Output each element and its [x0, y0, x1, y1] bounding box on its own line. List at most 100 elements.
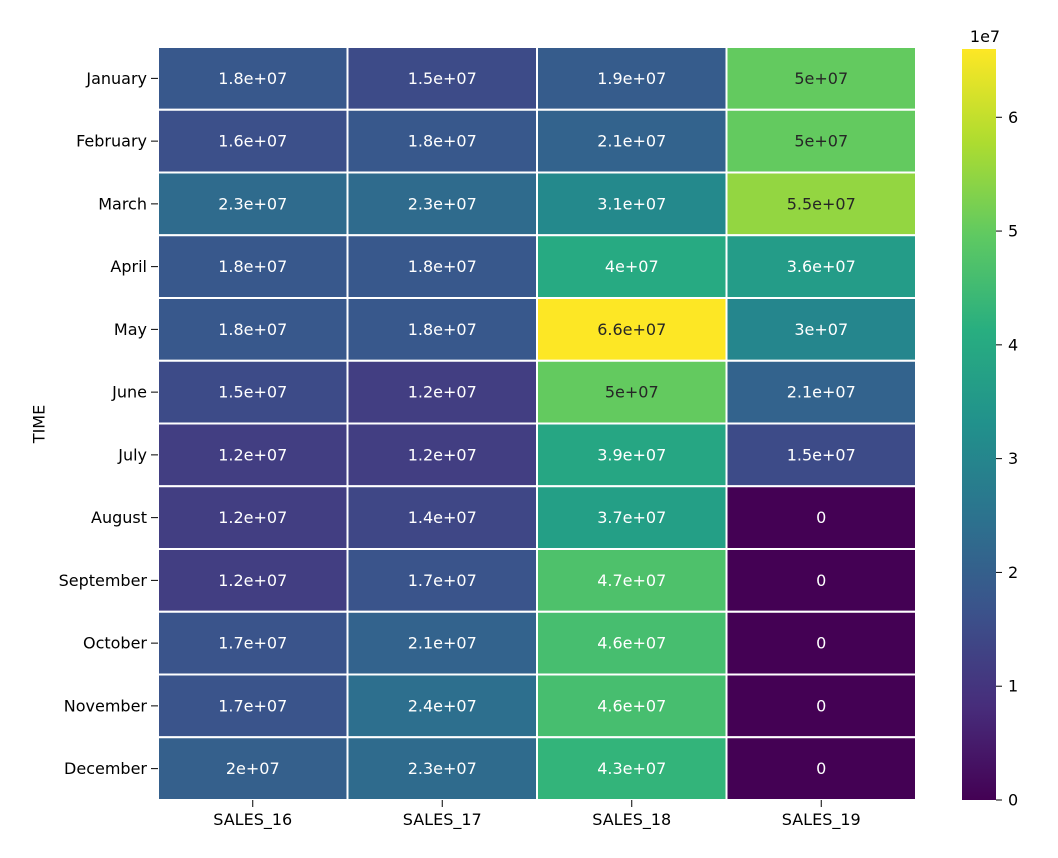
cell-annotations: 1.8e+07 1.5e+07 1.9e+07 5e+07 1.6e+07 1.8e+07… — [218, 69, 856, 778]
cell-annotation: 1.2e+07 — [218, 571, 287, 590]
colorbar-tick-label: 5 — [1008, 222, 1018, 241]
cell-annotation: 2.1e+07 — [597, 132, 666, 151]
x-tick-label: SALES_16 — [213, 810, 292, 830]
cell-annotation: 1.8e+07 — [218, 257, 287, 276]
heatmap-cell — [346, 234, 538, 299]
cell-annotation: 4.7e+07 — [597, 571, 666, 590]
heatmap-cell — [346, 673, 538, 739]
x-tick-label: SALES_18 — [592, 810, 671, 830]
x-tick-label: SALES_19 — [782, 810, 861, 830]
colorbar-gradient — [962, 49, 996, 800]
cell-annotation: 2e+07 — [226, 759, 280, 778]
cell-annotation: 1.7e+07 — [218, 696, 287, 715]
y-tick-label: December — [64, 759, 147, 778]
cell-annotation: 5e+07 — [794, 69, 848, 88]
heatmap-cell — [536, 610, 728, 676]
colorbar-ticks: 0 1 2 3 4 5 6 — [996, 108, 1018, 810]
y-tick-label: April — [110, 257, 147, 276]
heatmap-cell — [346, 108, 538, 174]
x-axis-ticks: SALES_16 SALES_17 SALES_18 SALES_19 — [213, 800, 861, 830]
cell-annotation: 1.4e+07 — [408, 508, 477, 527]
cell-annotation: 6.6e+07 — [597, 320, 666, 339]
heatmap-cell — [725, 359, 917, 425]
heatmap-cell — [346, 736, 538, 801]
heatmap-cell — [536, 736, 728, 801]
y-tick-label: July — [117, 445, 147, 464]
colorbar-tick-label: 6 — [1008, 108, 1018, 127]
cell-annotation: 4e+07 — [605, 257, 659, 276]
cell-annotation: 1.6e+07 — [218, 132, 287, 151]
cell-annotation: 2.1e+07 — [787, 383, 856, 402]
y-tick-label: November — [64, 696, 148, 715]
colorbar-offset-label: 1e7 — [970, 27, 1000, 46]
cell-annotation: 1.5e+07 — [218, 383, 287, 402]
heatmap-cell — [157, 485, 349, 550]
cell-annotation: 1.2e+07 — [218, 445, 287, 464]
cell-annotation: 1.7e+07 — [408, 571, 477, 590]
colorbar-tick-label: 3 — [1008, 449, 1018, 468]
cell-annotation: 5e+07 — [605, 383, 659, 402]
colorbar-tick-label: 2 — [1008, 563, 1018, 582]
heatmap-cell — [346, 297, 538, 362]
cell-annotation: 0 — [816, 508, 826, 527]
heatmap-cell — [725, 108, 917, 174]
y-tick-label: June — [111, 383, 147, 402]
heatmap-cell — [536, 359, 728, 425]
heatmap-cell — [346, 359, 538, 425]
cell-annotation: 4.3e+07 — [597, 759, 666, 778]
y-tick-label: March — [98, 194, 147, 213]
colorbar-tick-label: 4 — [1008, 335, 1018, 354]
cell-annotation: 1.9e+07 — [597, 69, 666, 88]
heatmap-cells — [157, 46, 917, 801]
cell-annotation: 1.2e+07 — [218, 508, 287, 527]
cell-annotation: 3e+07 — [794, 320, 848, 339]
heatmap-cell — [536, 673, 728, 739]
heatmap-cell — [725, 673, 917, 739]
cell-annotation: 5.5e+07 — [787, 194, 856, 213]
heatmap-cell — [536, 422, 728, 488]
heatmap-cell — [725, 422, 917, 488]
cell-annotation: 0 — [816, 634, 826, 653]
y-tick-label: February — [76, 132, 147, 151]
y-tick-label: August — [91, 508, 147, 527]
cell-annotation: 5e+07 — [794, 132, 848, 151]
cell-annotation: 0 — [816, 696, 826, 715]
cell-annotation: 1.8e+07 — [218, 320, 287, 339]
cell-annotation: 0 — [816, 571, 826, 590]
heatmap-cell — [725, 736, 917, 801]
cell-annotation: 3.1e+07 — [597, 194, 666, 213]
cell-annotation: 4.6e+07 — [597, 634, 666, 653]
cell-annotation: 3.7e+07 — [597, 508, 666, 527]
x-tick-label: SALES_17 — [403, 810, 482, 830]
heatmap-cell — [346, 46, 538, 111]
heatmap-cell — [157, 46, 349, 111]
cell-annotation: 1.2e+07 — [408, 445, 477, 464]
cell-annotation: 3.9e+07 — [597, 445, 666, 464]
cell-annotation: 2.4e+07 — [408, 696, 477, 715]
heatmap-cell — [536, 297, 728, 362]
cell-annotation: 1.2e+07 — [408, 383, 477, 402]
y-tick-label: September — [59, 571, 148, 590]
heatmap-cell — [725, 297, 917, 362]
cell-annotation: 0 — [816, 759, 826, 778]
cell-annotation: 1.8e+07 — [408, 132, 477, 151]
heatmap-cell — [725, 234, 917, 299]
cell-annotation: 1.8e+07 — [408, 257, 477, 276]
cell-annotation: 2.3e+07 — [408, 759, 477, 778]
heatmap-cell — [346, 171, 538, 237]
heatmap-cell — [157, 610, 349, 676]
cell-annotation: 1.5e+07 — [408, 69, 477, 88]
cell-annotation: 2.3e+07 — [408, 194, 477, 213]
cell-annotation: 2.3e+07 — [218, 194, 287, 213]
heatmap-cell — [536, 46, 728, 111]
cell-annotation: 1.8e+07 — [218, 69, 287, 88]
heatmap-cell — [725, 46, 917, 111]
colorbar — [962, 49, 996, 800]
heatmap-cell — [157, 736, 349, 801]
cell-annotation: 1.8e+07 — [408, 320, 477, 339]
heatmap-cell — [157, 359, 349, 425]
heatmap-cell — [725, 610, 917, 676]
y-tick-label: October — [83, 634, 147, 653]
y-axis-label: TIME — [30, 405, 49, 444]
